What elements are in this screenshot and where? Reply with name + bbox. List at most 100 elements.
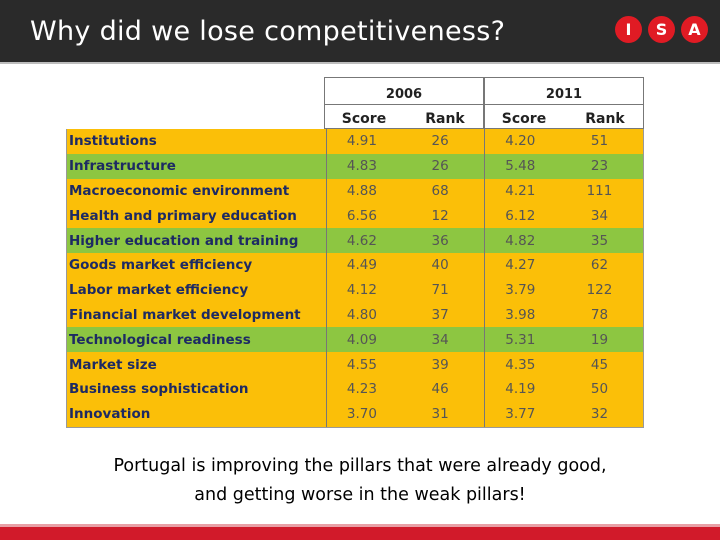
pillar-label: Innovation [69, 406, 151, 423]
rank-header-2011: Rank [585, 111, 625, 127]
rank-2011: 35 [590, 232, 609, 249]
rank-2011: 111 [586, 182, 613, 199]
column-divider [483, 203, 485, 229]
pillar-label: Higher education and training [69, 232, 299, 249]
score-2006: 4.09 [346, 331, 377, 348]
slide-caption: Portugal is improving the pillars that w… [40, 452, 680, 510]
column-divider [483, 178, 485, 204]
column-divider [483, 228, 485, 253]
score-2006: 4.12 [346, 282, 377, 299]
header-divider [0, 62, 720, 64]
pillar-label: Health and primary education [69, 207, 297, 224]
pillar-label: Goods market efficiency [69, 257, 253, 274]
year-2011-label: 2011 [545, 87, 583, 102]
rank-2011: 78 [590, 306, 609, 323]
score-2011: 3.79 [505, 282, 536, 299]
rank-2006: 71 [431, 282, 449, 299]
column-divider [326, 277, 328, 303]
table-row: Market size 4.55 39 4.35 45 [67, 352, 643, 377]
header-2006: 2006 Score Rank [324, 77, 484, 129]
pillar-label: Business sophistication [69, 381, 249, 398]
score-2011: 4.35 [505, 356, 536, 373]
score-2011: 4.82 [505, 232, 536, 249]
table-row: Institutions 4.91 26 4.20 51 [67, 129, 643, 154]
score-2006: 4.88 [346, 182, 377, 199]
column-divider [326, 178, 328, 204]
logo-letter-s: S [648, 16, 675, 43]
rank-2011: 51 [590, 133, 609, 150]
table-row: Macroeconomic environment 4.88 68 4.21 111 [67, 178, 643, 204]
rank-2006: 26 [431, 133, 449, 150]
score-2006: 4.49 [346, 257, 377, 274]
column-divider [326, 129, 328, 154]
year-2006-label: 2006 [385, 87, 423, 102]
score-2006: 4.55 [346, 356, 377, 373]
pillar-label: Infrastructure [69, 158, 176, 175]
pillar-label: Financial market development [69, 306, 301, 323]
table-body: Institutions 4.91 26 4.20 51 Infrastructure 4.… [66, 129, 644, 428]
column-divider [326, 302, 328, 328]
rank-2011: 34 [590, 207, 609, 224]
pillar-label: Market size [69, 356, 157, 373]
column-divider [483, 352, 485, 377]
table-row: Labor market efficiency 4.12 71 3.79 122 [67, 277, 643, 303]
column-divider [483, 327, 485, 353]
rank-header-2006: Rank [425, 111, 465, 127]
pillar-label: Institutions [69, 133, 157, 150]
score-2006: 4.62 [346, 232, 377, 249]
slide-header: Why did we lose competitiveness? I S A [0, 0, 720, 62]
logo-letter-i: I [615, 16, 642, 43]
score-2011: 4.21 [505, 182, 536, 199]
rank-2006: 31 [431, 406, 449, 423]
score-2011: 4.20 [505, 133, 536, 150]
rank-2011: 122 [586, 282, 613, 299]
column-divider [326, 327, 328, 353]
table-row: Business sophistication 4.23 46 4.19 50 [67, 376, 643, 402]
score-2006: 4.91 [346, 133, 377, 150]
column-divider [483, 129, 485, 154]
column-divider [483, 302, 485, 328]
score-2011: 5.48 [505, 158, 536, 175]
rank-2006: 46 [431, 381, 449, 398]
column-divider [483, 277, 485, 303]
rank-2006: 34 [431, 331, 449, 348]
table-row: Health and primary education 6.56 12 6.12 34 [67, 203, 643, 229]
rank-2006: 12 [431, 207, 449, 224]
column-divider [326, 376, 328, 402]
logo-letter-a: A [681, 16, 708, 43]
table-row: Innovation 3.70 31 3.77 32 [67, 401, 643, 427]
rank-2011: 62 [590, 257, 609, 274]
table-row: Higher education and training 4.62 36 4.82 3… [67, 228, 643, 253]
score-2011: 3.98 [505, 306, 536, 323]
column-divider [483, 376, 485, 402]
competitiveness-table: 2006 Score Rank 2011 Score Rank Institut… [66, 77, 644, 428]
rank-2006: 39 [431, 356, 449, 373]
pillar-label: Technological readiness [69, 331, 251, 348]
footer-bar [0, 524, 720, 540]
column-divider [326, 228, 328, 253]
score-2011: 4.19 [505, 381, 536, 398]
rank-2006: 40 [431, 257, 449, 274]
column-divider [483, 153, 485, 179]
table-row: Goods market efficiency 4.49 40 4.27 62 [67, 252, 643, 278]
rank-2011: 23 [590, 158, 609, 175]
score-header-2006: Score [341, 111, 387, 127]
score-2006: 4.80 [346, 306, 377, 323]
column-divider [326, 153, 328, 179]
pillar-label: Labor market efficiency [69, 282, 249, 299]
score-2006: 6.56 [346, 207, 377, 224]
pillar-label: Macroeconomic environment [69, 182, 290, 199]
score-2011: 5.31 [505, 331, 536, 348]
rank-2011: 19 [590, 331, 609, 348]
score-2006: 4.23 [346, 381, 377, 398]
column-divider [326, 401, 328, 427]
column-divider [326, 203, 328, 229]
rank-2011: 32 [590, 406, 609, 423]
isa-logo: I S A [615, 16, 708, 43]
header-2011: 2011 Score Rank [484, 77, 644, 129]
caption-line-1: Portugal is improving the pillars that w… [113, 456, 607, 476]
rank-2006: 68 [431, 182, 449, 199]
rank-2011: 50 [590, 381, 609, 398]
score-2011: 6.12 [505, 207, 536, 224]
rank-2011: 45 [590, 356, 609, 373]
